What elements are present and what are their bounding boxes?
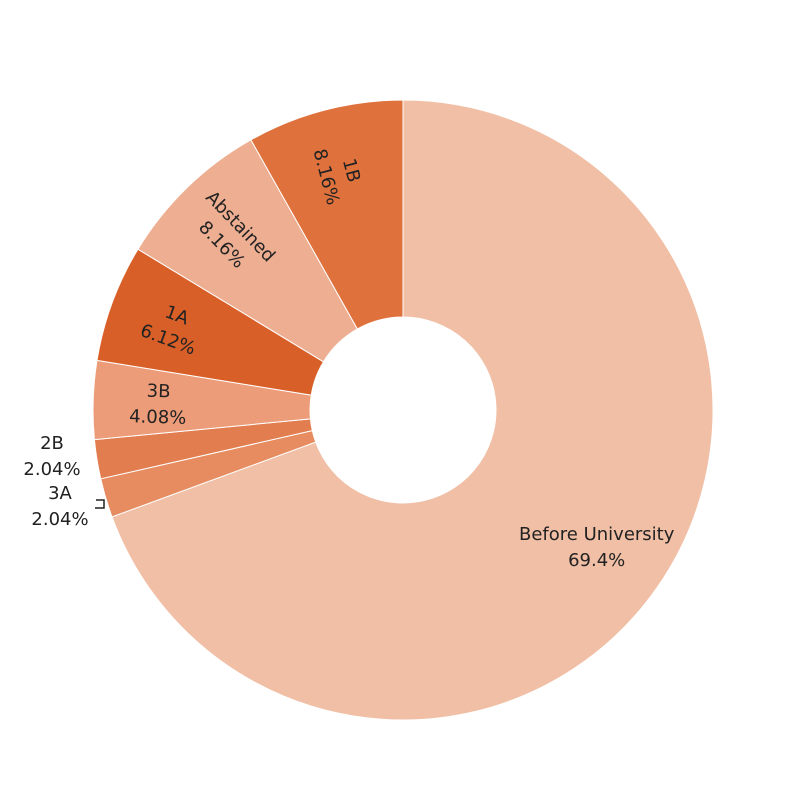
slice-label-text-before-university: Before University 69.4% — [519, 524, 675, 571]
slice-label-3b: 3B 4.08% — [129, 380, 188, 429]
slice-name-2b: 2B — [40, 433, 64, 454]
slice-name-3b: 3B — [146, 381, 170, 403]
slice-label-text-3b: 3B 4.08% — [129, 380, 188, 429]
slice-1b — [250, 99, 404, 330]
slice-percent-3b: 4.08% — [129, 406, 187, 429]
slices-layer — [92, 99, 714, 721]
slice-percent-before-university: 69.4% — [568, 550, 625, 571]
slice-before-university — [111, 99, 714, 721]
slice-name-before-university: Before University — [519, 524, 675, 545]
slice-label-2b: 2B 2.04% — [23, 433, 80, 480]
slice-label-before-university: Before University 69.4% — [519, 524, 675, 571]
slice-label-3a: 3A 2.04% — [31, 483, 88, 530]
slice-percent-3a: 2.04% — [31, 509, 88, 530]
slice-abstained — [137, 139, 359, 363]
slice-name-3a: 3A — [48, 483, 72, 504]
slice-percent-2b: 2.04% — [23, 459, 80, 480]
leader-line-3a — [95, 499, 105, 509]
